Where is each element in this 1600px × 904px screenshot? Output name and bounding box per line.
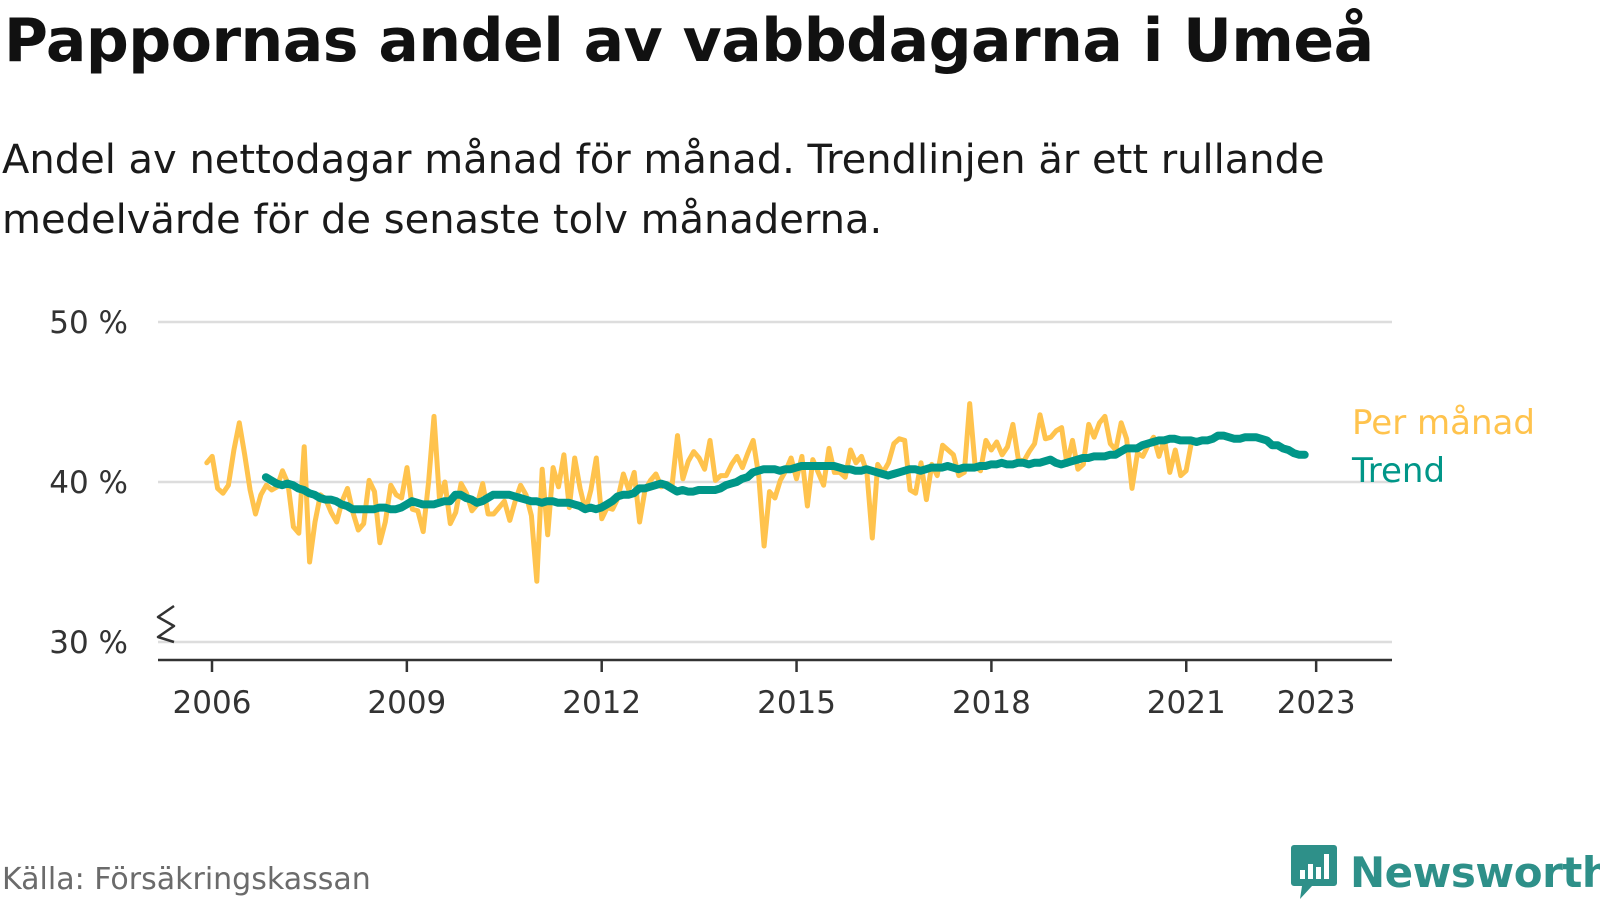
x-tick-label: 2015	[757, 685, 836, 721]
x-tick-label: 2021	[1147, 685, 1226, 721]
x-tick-label: 2009	[367, 685, 446, 721]
brand-name: Newsworthy	[1350, 847, 1600, 897]
x-tick-label: 2006	[173, 685, 252, 721]
x-tick-label: 2018	[952, 685, 1031, 721]
line-chart: 30 % 40 % 50 % 2006 2009 2012 2015 2018 2021 202…	[49, 305, 1535, 721]
legend-label-per-manad: Per månad	[1352, 403, 1535, 443]
series-line-trend	[261, 431, 1309, 514]
y-tick-label: 50 %	[49, 305, 128, 341]
series-line-per-manad	[204, 401, 1194, 584]
chart-title: Pappornas andel av vabbdagarna i Umeå	[4, 6, 1374, 76]
x-tick-label: 2023	[1277, 685, 1356, 721]
x-tick-label: 2012	[562, 685, 641, 721]
gridlines	[158, 320, 1392, 644]
y-tick-label: 30 %	[49, 625, 128, 661]
x-axis-ticks: 2006 2009 2012 2015 2018 2021 2023	[173, 660, 1356, 721]
source-note: Källa: Försäkringskassan	[2, 862, 371, 897]
legend-label-trend: Trend	[1351, 451, 1445, 491]
axis-break-icon	[156, 604, 176, 644]
newsworthy-logo-icon	[1291, 845, 1337, 899]
y-axis-ticks: 30 % 40 % 50 %	[49, 305, 128, 661]
y-tick-label: 40 %	[49, 465, 128, 501]
chart-subtitle: Andel av nettodagar månad för månad. Tre…	[2, 137, 1325, 243]
brand-logo: Newsworthy	[1290, 840, 1600, 904]
